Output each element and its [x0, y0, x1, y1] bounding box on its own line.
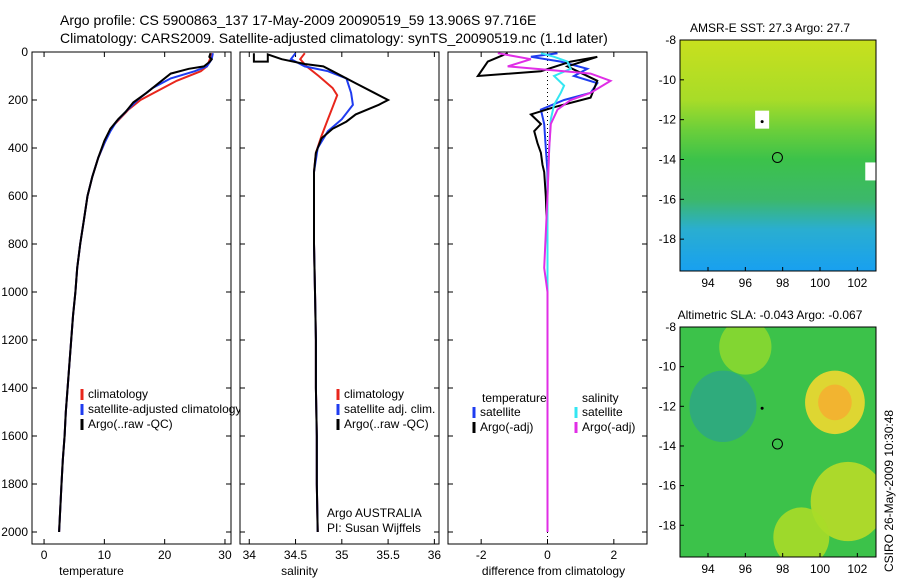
profile-panel-2: 34 34.5 35 35.5 36 salinity climatologysatelli…: [239, 51, 442, 578]
legend-label: satellite: [582, 405, 623, 419]
plot-frame: [239, 51, 440, 545]
y-tick-label: -18: [659, 518, 677, 532]
x-tick-label: 94: [701, 276, 715, 290]
map-frame: [679, 39, 877, 272]
y-tick-label: -10: [659, 360, 677, 374]
y-tick-label: 0: [21, 45, 28, 59]
map-anomaly-blob: [689, 370, 757, 442]
x-tick-label: 100: [810, 276, 830, 290]
x-tick-label: 94: [701, 562, 715, 576]
y-tick-label: 1200: [1, 333, 28, 347]
argo-position-marker: [771, 438, 783, 450]
x-axis-label: salinity: [281, 564, 318, 578]
series-line: [497, 52, 613, 532]
y-tick-label: -16: [659, 479, 677, 493]
legend-label: satellite: [480, 405, 521, 419]
map-title: AMSR-E SST: 27.3 Argo: 27.7: [690, 21, 850, 35]
legend-title-salinity: salinity: [582, 391, 619, 405]
x-tick-label: 35.5: [376, 548, 400, 562]
y-tick-label: -18: [659, 232, 677, 246]
figure-title-line1: Argo profile: CS 5900863_137 17-May-2009…: [60, 12, 537, 28]
missing-data-patch: [755, 110, 770, 129]
y-tick-label: 800: [8, 237, 28, 251]
legend-label: climatology: [344, 387, 404, 401]
x-tick-label: 34: [243, 548, 257, 562]
map-field: [680, 40, 876, 271]
credit-text: CSIRO 26-May-2009 10:30:48: [882, 410, 896, 572]
x-tick-label: 0: [41, 548, 48, 562]
missing-data-patch: [865, 162, 876, 181]
figure-title-line2: Climatology: CARS2009. Satellite-adjuste…: [60, 30, 608, 46]
profile-panel-3: -2 0 2 difference from climatology temperatu…: [447, 51, 648, 578]
x-tick-label: 36: [428, 548, 442, 562]
y-tick-label: 1000: [1, 285, 28, 299]
sla-map: 94 96 98 100 102 -8 -10 -12 -14 -16 -18 Altimetric …: [659, 308, 877, 576]
y-tick-label: -8: [665, 320, 676, 334]
y-tick-label: 1800: [1, 477, 28, 491]
legend-label: satellite adj. clim.: [344, 402, 435, 416]
series-line: [540, 52, 573, 532]
legend-label: Argo(-adj): [582, 420, 635, 434]
x-tick-label: 102: [847, 562, 867, 576]
x-axis-label: temperature: [59, 564, 124, 578]
y-tick-label: -8: [665, 33, 676, 47]
y-tick-label: -16: [659, 192, 677, 206]
profile-panel-1: 0 10 20 30 0 200 400 600 800 1000 1200 1400 1600 1800…: [1, 45, 241, 578]
y-tick-label: -14: [659, 152, 677, 166]
x-tick-label: 98: [776, 276, 790, 290]
plot-frame: [31, 51, 232, 545]
legend-title-temperature: temperature: [482, 391, 547, 405]
series-line: [58, 52, 214, 533]
y-tick-label: -12: [659, 113, 677, 127]
map-anomaly-blob: [773, 507, 830, 557]
y-tick-label: 200: [8, 93, 28, 107]
legend-label: satellite-adjusted climatology: [88, 402, 241, 416]
argo-position-marker: [771, 151, 783, 163]
annotation-text: PI: Susan Wijffels: [327, 521, 421, 535]
legend-label: climatology: [88, 387, 148, 401]
x-tick-label: 98: [776, 562, 790, 576]
x-tick-label: 34.5: [284, 548, 308, 562]
y-tick-label: 1600: [1, 429, 28, 443]
y-tick-label: -10: [659, 73, 677, 87]
legend-label: Argo(-adj): [480, 420, 533, 434]
x-tick-label: 35: [335, 548, 349, 562]
x-tick-label: 30: [218, 548, 232, 562]
y-tick-label: 600: [8, 189, 28, 203]
x-tick-label: 20: [158, 548, 172, 562]
y-tick-label: -14: [659, 439, 677, 453]
y-tick-label: 2000: [1, 525, 28, 539]
map-background: [680, 40, 876, 271]
x-tick-label: -2: [476, 548, 487, 562]
series-line: [252, 52, 391, 533]
annotation-text: Argo AUSTRALIA: [327, 506, 422, 520]
map-anomaly-blob: [810, 461, 876, 542]
y-tick-label: -12: [659, 399, 677, 413]
map-title: Altimetric SLA: -0.043 Argo: -0.067: [678, 308, 863, 322]
x-tick-label: 96: [739, 562, 753, 576]
map-anomaly-blob: [719, 327, 772, 375]
x-tick-label: 2: [610, 548, 617, 562]
x-tick-label: 100: [810, 562, 830, 576]
x-tick-label: 96: [739, 276, 753, 290]
argo-previous-marker: [760, 120, 764, 124]
y-tick-label: 400: [8, 141, 28, 155]
y-tick-label: 1400: [1, 381, 28, 395]
x-tick-label: 0: [544, 548, 551, 562]
legend-label: Argo(..raw -QC): [344, 417, 429, 431]
x-axis-label: difference from climatology: [482, 564, 625, 578]
legend-label: Argo(..raw -QC): [88, 417, 173, 431]
x-tick-label: 102: [847, 276, 867, 290]
map-anomaly-blob: [818, 384, 852, 421]
sst-map: 94 96 98 100 102 -8 -10 -12 -14 -16 -18 AMSR-E SST:…: [659, 21, 877, 290]
map-frame: [679, 326, 877, 558]
argo-previous-marker: [760, 406, 764, 410]
x-tick-label: 10: [98, 548, 112, 562]
map-field: [680, 327, 876, 557]
